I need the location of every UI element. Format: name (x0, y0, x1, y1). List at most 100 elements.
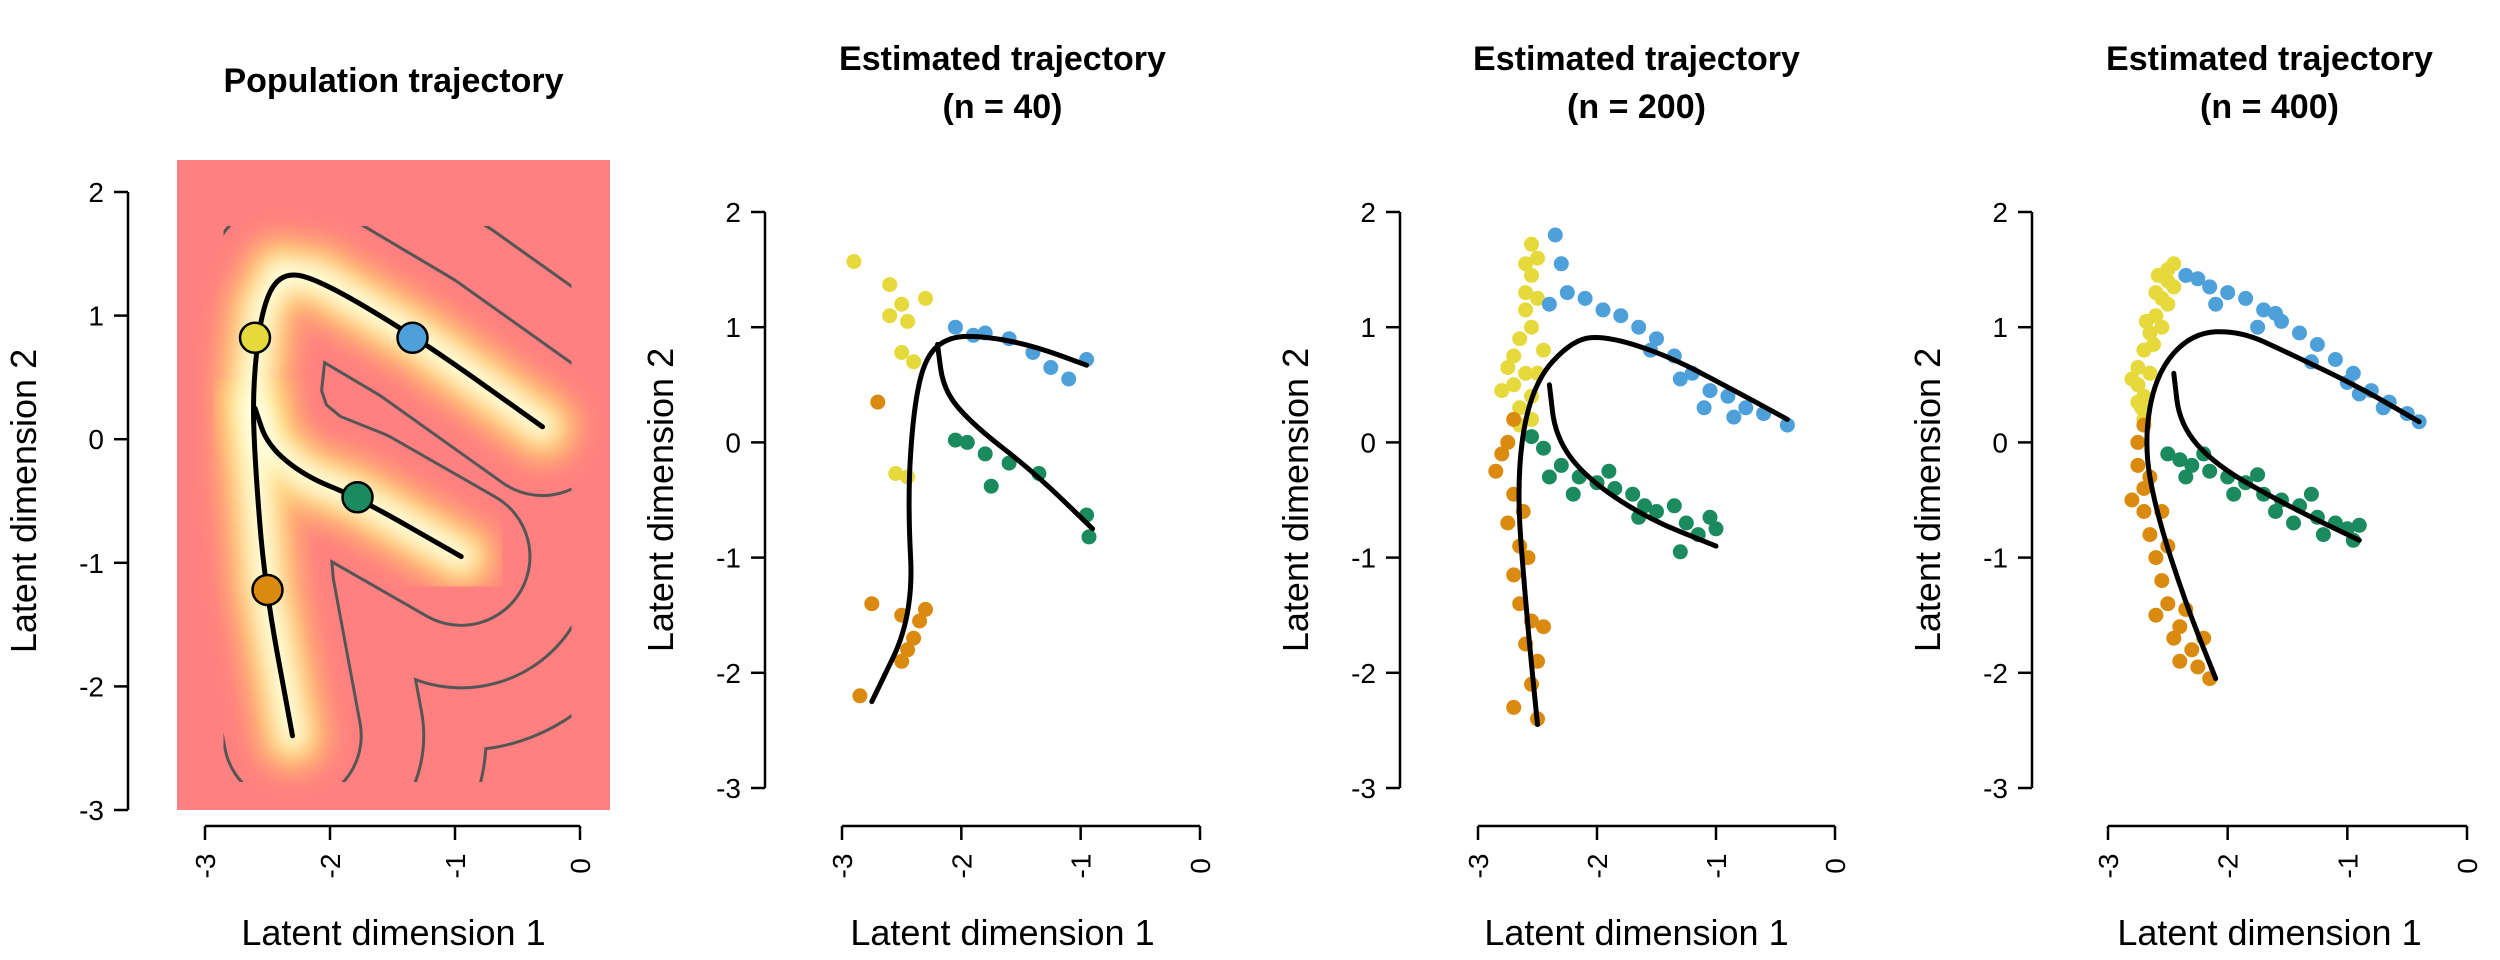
data-point-yellow (1524, 319, 1539, 335)
data-point-green (947, 432, 963, 448)
series-orange (852, 394, 933, 704)
trajectory-curve (869, 333, 1090, 705)
y-axis: 2 1 0 -1 -2 -3 Latent dimension 2 (1275, 197, 1402, 804)
y-axis: 2 1 0 -1 -2 -3 Latent dimension 2 (1907, 197, 2034, 804)
data-point-green (1678, 515, 1694, 531)
y-axis: 2 1 0 -1 -2 -3 Latent dimension 2 (3, 177, 130, 826)
trajectory-curve (2144, 329, 2422, 682)
data-point-green (1524, 429, 1539, 445)
data-point-orange (1488, 463, 1504, 479)
x-tick-label: -2 (2213, 854, 2244, 879)
data-point-blue (1696, 400, 1712, 416)
data-point-yellow (1536, 342, 1551, 358)
data-point-green (2226, 486, 2242, 502)
data-point-green (1637, 498, 1653, 514)
data-point-orange (2148, 607, 2164, 623)
marker-blue (396, 321, 429, 355)
data-point-blue (2256, 302, 2272, 318)
data-point-yellow (2136, 388, 2152, 404)
data-point-blue (1043, 360, 1059, 375)
data-point-orange (870, 394, 886, 410)
y-tick-label: -3 (1351, 773, 1376, 804)
y-tick-label: 1 (1360, 312, 1376, 343)
panel-title: Estimated trajectory (2106, 40, 2433, 78)
data-point-blue (2220, 285, 2236, 301)
x-tick-label: 0 (1820, 858, 1851, 874)
y-axis: 2 1 0 -1 -2 -3 Latent dimension 2 (640, 197, 767, 804)
data-point-yellow (2142, 325, 2158, 341)
data-point-yellow (918, 290, 933, 306)
data-point-green (977, 446, 993, 462)
x-tick-label: -3 (827, 854, 858, 879)
y-axis-label: Latent dimension 2 (3, 349, 44, 653)
data-point-green (1553, 457, 1569, 473)
data-point-green (1625, 486, 1641, 502)
data-point-orange (852, 688, 868, 704)
data-point-green (1081, 529, 1097, 545)
y-tick-label: 0 (1992, 427, 2008, 458)
x-tick-label: -2 (315, 854, 346, 879)
data-point-green (1536, 440, 1551, 456)
data-point-blue (1720, 388, 1736, 404)
data-point-orange (2130, 434, 2146, 450)
data-point-blue (2178, 267, 2194, 283)
data-point-orange (1500, 515, 1516, 531)
data-point-orange (1506, 567, 1522, 583)
data-point-green (2286, 515, 2301, 531)
data-point-yellow (2130, 360, 2146, 375)
panel-title: (n = 40) (943, 88, 1063, 126)
series-green (947, 432, 1097, 545)
y-tick-label: -3 (1983, 773, 2008, 804)
series-blue (947, 319, 1095, 387)
data-point-blue (1595, 302, 1611, 318)
data-point-green (1666, 498, 1682, 514)
data-point-blue (1672, 371, 1688, 387)
x-axis-label: Latent dimension 1 (241, 912, 545, 953)
data-point-orange (894, 653, 910, 669)
trajectory-curve (2171, 370, 2362, 543)
trajectory-curve (1516, 334, 1790, 728)
data-point-orange (1500, 434, 1516, 450)
data-point-orange (2172, 653, 2188, 669)
data-point-blue (1702, 383, 1718, 399)
data-point-blue (1649, 331, 1664, 347)
data-point-yellow (1494, 383, 1510, 399)
data-point-green (2315, 527, 2331, 543)
panel-title: Estimated trajectory (1473, 40, 1800, 78)
data-point-blue (2327, 352, 2343, 367)
data-point-blue (1061, 371, 1077, 387)
data-point-green (2303, 486, 2319, 502)
panel-1: Population trajectory 2 1 0 -1 -2 -3 Latent dim… (3, 62, 610, 953)
data-point-green (2160, 446, 2176, 462)
data-point-green (2172, 452, 2188, 468)
data-point-orange (900, 642, 916, 658)
x-tick-label: -1 (440, 854, 471, 879)
y-tick-label: 2 (1360, 197, 1376, 228)
x-axis-label: Latent dimension 1 (2117, 912, 2421, 953)
x-tick-label: -1 (2332, 854, 2363, 879)
panel-title: (n = 400) (2200, 88, 2339, 126)
data-point-blue (2208, 296, 2224, 312)
y-tick-label: 0 (1360, 427, 1376, 458)
data-point-orange (2190, 659, 2206, 675)
data-point-orange (2172, 619, 2188, 635)
x-tick-label: 0 (2452, 858, 2483, 874)
data-point-yellow (2160, 296, 2176, 312)
data-point-yellow (1524, 236, 1539, 252)
data-point-orange (1494, 446, 1510, 462)
data-point-blue (2268, 305, 2283, 321)
y-tick-label: -1 (1351, 543, 1376, 574)
x-axis: -3 -2 -1 0 Latent dimension 1 (1463, 824, 1851, 953)
data-point-green (1601, 463, 1617, 479)
data-point-yellow (1530, 250, 1545, 266)
data-point-yellow (846, 254, 862, 269)
marker-yellow (238, 321, 272, 355)
data-point-green (1708, 521, 1724, 537)
y-tick-label: -1 (716, 543, 741, 574)
data-point-green (1702, 509, 1718, 525)
trajectory-curve (935, 342, 1096, 532)
data-point-yellow (1512, 331, 1528, 347)
x-tick-label: -2 (946, 854, 977, 879)
data-point-yellow (882, 308, 898, 324)
